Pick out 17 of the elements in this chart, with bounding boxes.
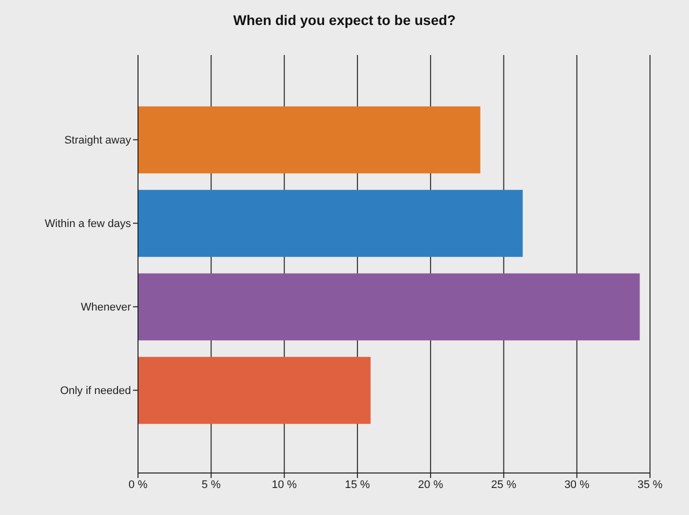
x-tick-label: 30 %	[564, 478, 590, 491]
bar	[138, 273, 640, 340]
x-tick-label: 0 %	[128, 478, 148, 491]
chart-title: When did you expect to be used?	[232, 12, 457, 28]
x-tick-label: 5 %	[202, 478, 221, 491]
y-tick-label: Only if needed	[60, 385, 131, 398]
y-tick-label: Within a few days	[44, 218, 132, 230]
x-tick-label: 35 %	[637, 478, 663, 491]
x-tick-label: 20 %	[418, 478, 444, 491]
x-tick-label: 15 %	[344, 478, 370, 491]
x-tick-label: 25 %	[491, 478, 516, 491]
bar	[138, 356, 371, 424]
x-tick-label: 10 %	[272, 478, 298, 491]
bar	[138, 106, 480, 174]
y-tick-label: Whenever	[80, 302, 132, 314]
y-tick-label: Straight away	[64, 134, 132, 147]
bar	[138, 190, 523, 257]
